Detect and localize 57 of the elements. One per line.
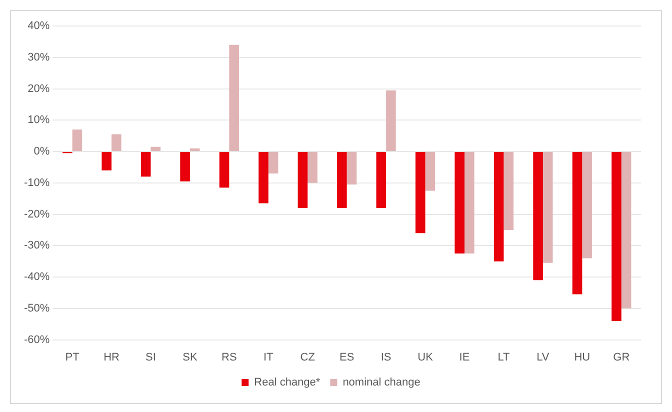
bar bbox=[298, 152, 308, 208]
bar bbox=[150, 146, 161, 152]
legend-label: nominal change bbox=[342, 376, 420, 389]
bar bbox=[425, 152, 436, 191]
x-tick-label: PT bbox=[65, 351, 80, 364]
bar bbox=[180, 152, 190, 182]
bar bbox=[415, 152, 426, 234]
bar bbox=[376, 152, 386, 208]
y-tick-label: -30% bbox=[24, 240, 50, 252]
y-tick-label: 20% bbox=[28, 82, 50, 95]
x-tick-label: LT bbox=[498, 351, 510, 364]
bar bbox=[504, 152, 514, 230]
y-tick-label: 0% bbox=[34, 146, 50, 158]
bar bbox=[582, 152, 592, 258]
bar bbox=[229, 44, 239, 152]
bar bbox=[258, 152, 268, 204]
x-tick-label: IS bbox=[380, 351, 392, 364]
bar bbox=[190, 148, 200, 152]
bar bbox=[464, 152, 474, 254]
y-tick-label: -50% bbox=[24, 302, 50, 314]
bar bbox=[102, 152, 112, 170]
x-tick-label: UK bbox=[418, 351, 434, 364]
legend-label: Real change* bbox=[254, 376, 321, 389]
x-tick-label: IT bbox=[264, 351, 274, 364]
x-tick-label: IE bbox=[459, 351, 470, 364]
x-tick-label: HU bbox=[574, 351, 590, 364]
x-tick-label: LV bbox=[536, 351, 550, 364]
bar bbox=[494, 152, 504, 262]
x-tick-label: HR bbox=[104, 351, 120, 364]
y-tick-label: 30% bbox=[28, 51, 50, 64]
x-tick-label: SK bbox=[182, 351, 198, 364]
bar bbox=[308, 152, 318, 183]
bar bbox=[346, 152, 357, 184]
y-tick-label: -10% bbox=[24, 176, 50, 189]
y-tick-label: -40% bbox=[24, 271, 50, 284]
y-tick-label: -20% bbox=[24, 208, 50, 220]
bar bbox=[542, 152, 553, 263]
y-tick-label: -60% bbox=[24, 334, 50, 346]
y-tick-label: 10% bbox=[28, 114, 50, 126]
bar bbox=[386, 90, 396, 152]
bar bbox=[572, 152, 582, 294]
bar bbox=[621, 152, 632, 308]
bar bbox=[219, 152, 230, 188]
bar bbox=[112, 134, 122, 152]
x-tick-label: SI bbox=[146, 351, 156, 364]
bar bbox=[337, 152, 347, 208]
bar bbox=[612, 152, 622, 321]
x-tick-label: CZ bbox=[300, 351, 316, 364]
bar bbox=[454, 152, 465, 254]
x-tick-label: RS bbox=[222, 351, 237, 364]
bar bbox=[533, 152, 543, 280]
bar bbox=[268, 152, 278, 174]
x-tick-label: ES bbox=[339, 351, 354, 364]
bar bbox=[140, 152, 151, 177]
y-tick-label: 40% bbox=[28, 20, 50, 32]
x-tick-label: GR bbox=[613, 351, 630, 364]
bar bbox=[72, 130, 82, 152]
